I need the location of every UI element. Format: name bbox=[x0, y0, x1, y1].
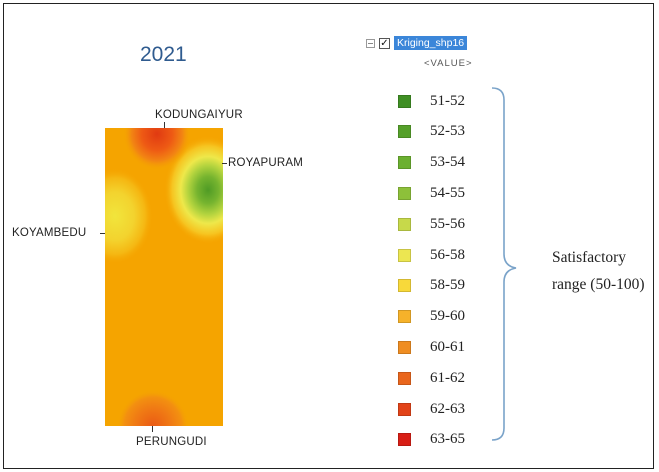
legend-item: 62-63 bbox=[398, 399, 465, 419]
layer-toc-row[interactable]: ✓ Kriging_shp16 bbox=[366, 34, 468, 52]
royapuram-zone bbox=[164, 136, 223, 244]
station-tick-royapuram bbox=[222, 163, 227, 164]
figure-frame bbox=[3, 3, 654, 469]
station-label-koyambedu: KOYAMBEDU bbox=[12, 227, 87, 239]
legend-item: 60-61 bbox=[398, 337, 465, 357]
legend-item: 63-65 bbox=[398, 430, 465, 450]
collapse-toggle-icon[interactable] bbox=[366, 38, 375, 48]
legend-range-label: 59-60 bbox=[430, 308, 465, 325]
legend-range-label: 56-58 bbox=[430, 246, 465, 263]
legend-swatch bbox=[398, 217, 411, 231]
legend-item: 54-55 bbox=[398, 183, 465, 203]
station-label-royapuram: ROYAPURAM bbox=[228, 157, 304, 169]
legend-item: 55-56 bbox=[398, 214, 465, 234]
layer-visibility-checkbox[interactable]: ✓ bbox=[379, 37, 390, 49]
legend-item: 61-62 bbox=[398, 368, 465, 388]
station-tick-koyambedu bbox=[100, 233, 105, 234]
legend-range-label: 54-55 bbox=[430, 184, 465, 201]
legend-field-label: <VALUE> bbox=[424, 58, 473, 69]
legend-swatch bbox=[398, 186, 411, 200]
legend-swatch bbox=[398, 310, 411, 324]
station-tick-perungudi bbox=[152, 426, 153, 432]
legend-item: 58-59 bbox=[398, 276, 465, 296]
legend-item: 53-54 bbox=[398, 153, 465, 173]
note-line-1: Satisfactory bbox=[552, 249, 627, 266]
perungudi-zone bbox=[117, 390, 189, 426]
legend-range-label: 58-59 bbox=[430, 277, 465, 294]
koyambedu-zone bbox=[105, 168, 153, 264]
legend-range-label: 55-56 bbox=[430, 215, 465, 232]
legend-bracket bbox=[491, 87, 517, 441]
interpolation-map bbox=[105, 128, 223, 426]
legend-swatch bbox=[398, 248, 411, 262]
legend-range-label: 51-52 bbox=[430, 92, 465, 109]
legend-range-label: 62-63 bbox=[430, 400, 465, 417]
legend-swatch bbox=[398, 433, 411, 447]
kodungaiyur-zone bbox=[123, 128, 191, 170]
legend-item: 56-58 bbox=[398, 245, 465, 265]
station-label-perungudi: PERUNGUDI bbox=[136, 436, 207, 448]
legend-range-label: 61-62 bbox=[430, 369, 465, 386]
legend-swatch bbox=[398, 371, 411, 385]
legend-item: 52-53 bbox=[398, 122, 465, 142]
legend-range-label: 63-65 bbox=[430, 431, 465, 448]
station-tick-kodungaiyur bbox=[164, 122, 165, 128]
layer-name-label[interactable]: Kriging_shp16 bbox=[394, 36, 468, 50]
legend-range-label: 60-61 bbox=[430, 338, 465, 355]
satisfactory-range-note: Satisfactory range (50-100) bbox=[552, 244, 645, 298]
legend-range-label: 53-54 bbox=[430, 154, 465, 171]
legend-swatch bbox=[398, 125, 411, 139]
legend-swatch bbox=[398, 279, 411, 293]
legend-swatch bbox=[398, 156, 411, 170]
legend-item: 59-60 bbox=[398, 307, 465, 327]
legend-item: 51-52 bbox=[398, 91, 465, 111]
legend-swatch bbox=[398, 94, 411, 108]
legend-range-label: 52-53 bbox=[430, 123, 465, 140]
station-label-kodungaiyur: KODUNGAIYUR bbox=[155, 109, 243, 121]
legend-swatch bbox=[398, 402, 411, 416]
map-year-title: 2021 bbox=[140, 43, 187, 66]
legend-swatch bbox=[398, 340, 411, 354]
note-line-2: range (50-100) bbox=[552, 276, 645, 293]
